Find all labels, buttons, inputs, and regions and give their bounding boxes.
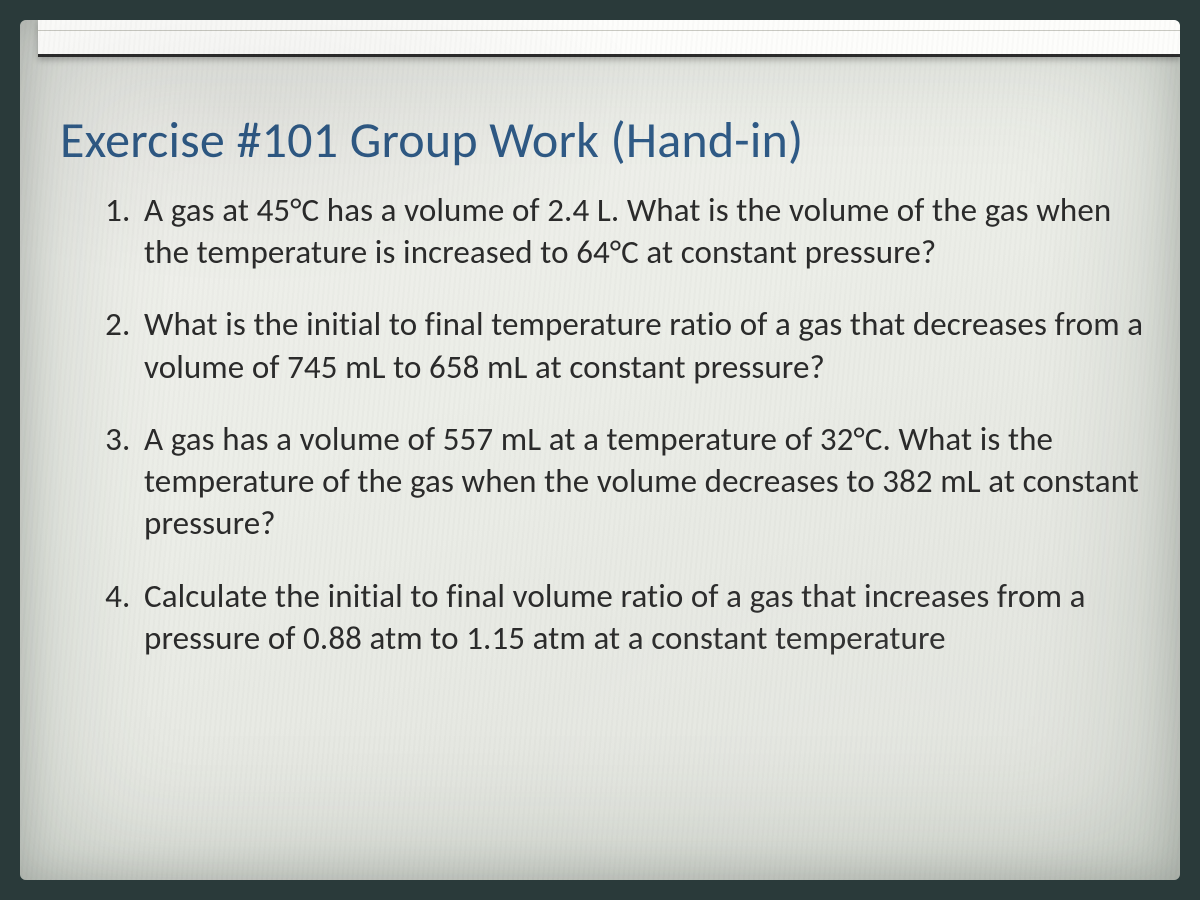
question-item: Calculate the initial to final volume ra… — [138, 575, 1150, 659]
question-item: A gas has a volume of 557 mL at a temper… — [138, 418, 1150, 545]
window-toolbar-edge — [38, 20, 1180, 57]
document-screen: Exercise #101 Group Work (Hand-in) A gas… — [20, 20, 1180, 880]
slide-content: Exercise #101 Group Work (Hand-in) A gas… — [60, 110, 1150, 689]
question-list: A gas at 45°C has a volume of 2.4 L. Wha… — [60, 189, 1150, 659]
question-item: A gas at 45°C has a volume of 2.4 L. Wha… — [138, 189, 1150, 273]
question-item: What is the initial to final temperature… — [138, 303, 1150, 387]
slide-title: Exercise #101 Group Work (Hand-in) — [60, 110, 1150, 171]
